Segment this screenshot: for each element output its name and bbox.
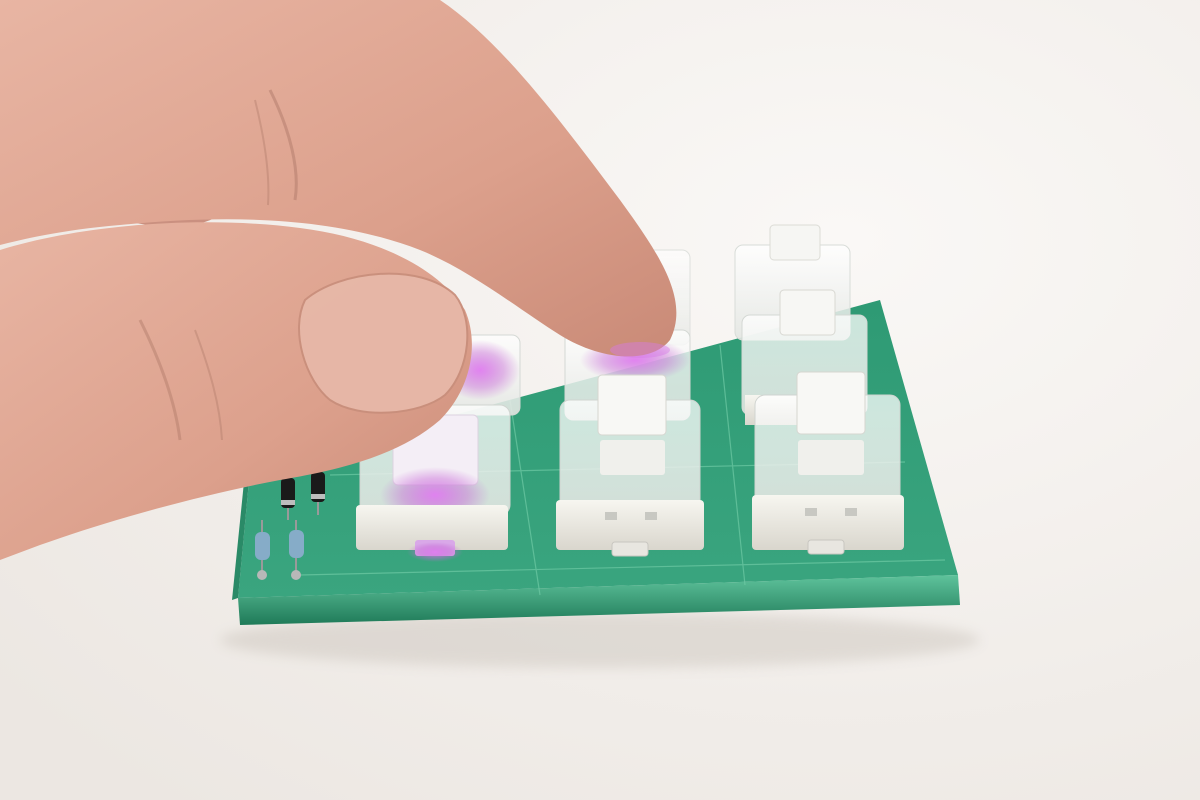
switch-front-center [556,374,704,557]
switch-front-right [752,371,904,555]
index-finger [0,0,677,357]
fingertip-glow [610,342,670,358]
thumbnail [298,272,469,414]
board-shadow [220,612,980,668]
hand [0,0,677,560]
resistor-diode-column [255,455,325,580]
led-glow [407,542,463,562]
